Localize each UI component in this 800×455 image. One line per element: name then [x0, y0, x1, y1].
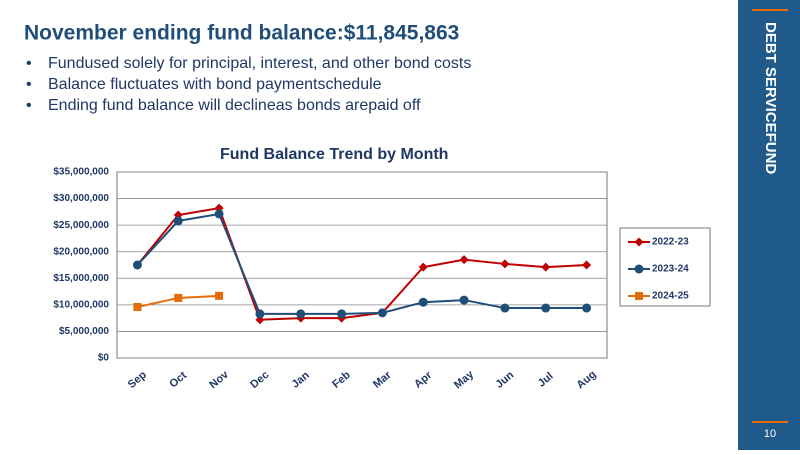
marker: [500, 303, 510, 313]
series-line: [136, 212, 587, 315]
marker: [133, 302, 142, 311]
marker: [337, 309, 347, 319]
marker: [418, 262, 428, 272]
marker: [173, 216, 183, 226]
marker: [634, 264, 644, 274]
bullet: Fundused solely for principal, interest,…: [48, 55, 471, 72]
bullet: Ending fund balance will declineas bonds…: [48, 97, 421, 114]
marker: [132, 260, 142, 270]
marker: [215, 291, 224, 300]
y-tick-label: $20,000,000: [53, 246, 109, 257]
marker: [377, 308, 387, 318]
bullet-dot: •: [26, 97, 32, 114]
marker: [541, 303, 551, 313]
marker: [174, 293, 183, 302]
x-tick-label: Dec: [248, 369, 271, 391]
sidebar: [738, 0, 800, 450]
sidebar-label: DEBT SERVICEFUND: [762, 22, 779, 174]
marker: [214, 209, 224, 219]
x-tick-label: Jun: [494, 369, 517, 391]
y-tick-label: $0: [98, 353, 110, 364]
marker: [582, 303, 592, 313]
y-tick-label: $15,000,000: [53, 273, 109, 284]
chart-title: Fund Balance Trend by Month: [220, 146, 448, 163]
x-tick-label: Feb: [330, 369, 353, 391]
y-tick-label: $5,000,000: [59, 326, 109, 337]
y-tick-label: $35,000,000: [53, 167, 109, 178]
marker: [500, 259, 510, 269]
marker: [418, 297, 428, 307]
x-tick-label: Sep: [126, 369, 149, 391]
x-tick-label: Oct: [167, 369, 189, 390]
x-tick-label: Apr: [412, 369, 435, 391]
x-tick-label: Mar: [371, 369, 394, 391]
x-tick-label: May: [452, 368, 477, 392]
marker: [634, 237, 644, 247]
y-tick-label: $25,000,000: [53, 220, 109, 231]
x-tick-label: Jul: [536, 370, 556, 389]
marker: [635, 292, 643, 300]
marker: [459, 295, 469, 305]
y-tick-label: $10,000,000: [53, 299, 109, 310]
bullet-dot: •: [26, 55, 32, 72]
x-tick-label: Nov: [207, 368, 231, 391]
legend-label: 2024-25: [652, 291, 689, 302]
marker: [582, 260, 592, 270]
bullet-dot: •: [26, 76, 32, 93]
x-tick-label: Aug: [574, 368, 598, 391]
marker: [255, 309, 265, 319]
page-number: 10: [764, 428, 776, 440]
plot-area: [116, 171, 608, 359]
marker: [296, 309, 306, 319]
marker: [459, 255, 469, 265]
marker: [541, 262, 551, 272]
legend-label: 2022-23: [652, 237, 689, 248]
x-tick-label: Jan: [290, 369, 312, 391]
slide-title: November ending fund balance:$11,845,863: [24, 22, 459, 45]
legend-label: 2023-24: [652, 264, 689, 275]
series-line: [136, 207, 587, 321]
y-tick-label: $30,000,000: [53, 193, 109, 204]
bullet: Balance fluctuates with bond paymentsche…: [48, 76, 382, 93]
